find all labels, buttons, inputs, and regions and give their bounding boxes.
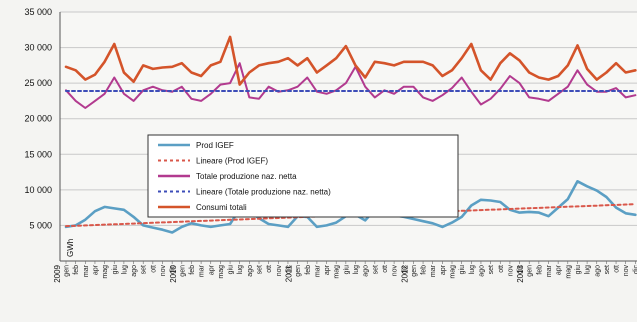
x-tick-label: apr <box>208 264 215 275</box>
x-tick-label: lug <box>469 265 476 274</box>
year-labels: 2009 2010 2011 2012 2013 <box>53 264 525 282</box>
x-tick-label: mar <box>430 264 437 277</box>
year-label: 2009 <box>53 264 62 282</box>
x-tick-label: mar <box>83 264 90 277</box>
y-tick-labels: 35 000 30 000 25 000 20 000 15 000 10 000 5 00… <box>24 7 52 230</box>
x-tick-label: ott <box>382 265 389 273</box>
x-tick-label: set <box>372 265 379 274</box>
series-line <box>64 35 637 86</box>
x-tick-label: giu <box>228 265 235 274</box>
x-tick-label: ago <box>478 265 485 277</box>
x-tick-label: apr <box>93 264 100 275</box>
x-tick-label: lug <box>585 265 592 274</box>
legend-label: Lineare (Totale produzione naz. netta) <box>196 188 331 197</box>
x-tick-label: ott <box>150 265 157 273</box>
x-tick-label: mag <box>334 265 341 279</box>
x-tick-labels: gen feb mar apr mag giu lug ago set ott nov dic gen f… <box>64 261 637 279</box>
year-label: 2012 <box>400 264 409 282</box>
x-tick-label: nov <box>392 265 399 277</box>
x-tick-label: apr <box>324 264 331 275</box>
year-label: 2011 <box>285 264 294 282</box>
series-line <box>65 62 637 109</box>
y-tick-label: 5 000 <box>29 220 52 230</box>
x-tick-label: giu <box>343 265 350 274</box>
x-tick-label: mag <box>450 265 457 279</box>
x-tick-label: ago <box>363 265 370 277</box>
x-tick-label: ott <box>498 265 505 273</box>
x-tick-label: dic <box>286 265 293 274</box>
x-tick-label: mag <box>218 265 225 279</box>
y-tick-label: 30 000 <box>24 43 52 53</box>
x-tick-label: gen <box>295 265 302 277</box>
x-tick-label: set <box>488 265 495 274</box>
y-tick-label: 10 000 <box>24 185 52 195</box>
x-tick-label: mar <box>199 264 206 277</box>
year-label: 2013 <box>516 264 525 282</box>
x-tick-label: feb <box>73 265 80 275</box>
x-tick-label: feb <box>536 265 543 275</box>
x-tick-label: feb <box>189 265 196 275</box>
legend: Prod IGEF Lineare (Prod IGEF) Totale produ… <box>147 134 459 218</box>
y-tick-label: 35 000 <box>24 7 52 17</box>
x-tick-label: giu <box>459 265 466 274</box>
y-tick-label: 15 000 <box>24 149 52 159</box>
x-tick-label: dic <box>170 265 177 274</box>
x-tick-label: gen <box>64 265 71 277</box>
legend-box <box>147 134 459 218</box>
x-tick-label: dic <box>517 265 524 274</box>
x-tick-label: ott <box>614 265 621 273</box>
x-tick-label: apr <box>440 264 447 275</box>
x-tick-label: gen <box>527 265 534 277</box>
x-tick-label: giu <box>112 265 119 274</box>
x-tick-label: ago <box>131 265 138 277</box>
y-axis-label: GWh <box>66 239 75 257</box>
legend-label: Totale produzione naz. netta <box>196 172 297 181</box>
x-tick-label: lug <box>237 265 244 274</box>
x-tick-label: dic <box>633 265 637 274</box>
x-tick-label: feb <box>421 265 428 275</box>
x-tick-label: giu <box>575 265 582 274</box>
x-tick-label: set <box>141 265 148 274</box>
x-tick-label: mag <box>565 265 572 279</box>
x-tick-label: ago <box>594 265 601 277</box>
legend-label: Lineare (Prod IGEF) <box>196 157 268 166</box>
x-tick-label: nov <box>623 265 630 277</box>
x-tick-label: apr <box>556 264 563 275</box>
x-tick-label: ott <box>266 265 273 273</box>
x-tick-label: lug <box>121 265 128 274</box>
year-label: 2010 <box>169 264 178 282</box>
x-tick-label: set <box>257 265 264 274</box>
x-tick-label: mar <box>546 264 553 277</box>
x-tick-label: mag <box>102 265 109 279</box>
x-tick-label: nov <box>507 265 514 277</box>
x-tick-label: lug <box>353 265 360 274</box>
y-tick-label: 20 000 <box>24 114 52 124</box>
x-tick-label: gen <box>179 265 186 277</box>
legend-label: Consumi totali <box>196 203 247 212</box>
y-tick-label: 25 000 <box>24 78 52 88</box>
x-tick-label: ago <box>247 265 254 277</box>
x-tick-label: set <box>604 265 611 274</box>
x-tick-label: gen <box>411 265 418 277</box>
legend-label: Prod IGEF <box>196 141 234 150</box>
x-tick-label: dic <box>401 265 408 274</box>
x-tick-label: mar <box>314 264 321 277</box>
x-tick-label: feb <box>305 265 312 275</box>
x-tick-label: nov <box>160 265 167 277</box>
x-tick-label: nov <box>276 265 283 277</box>
